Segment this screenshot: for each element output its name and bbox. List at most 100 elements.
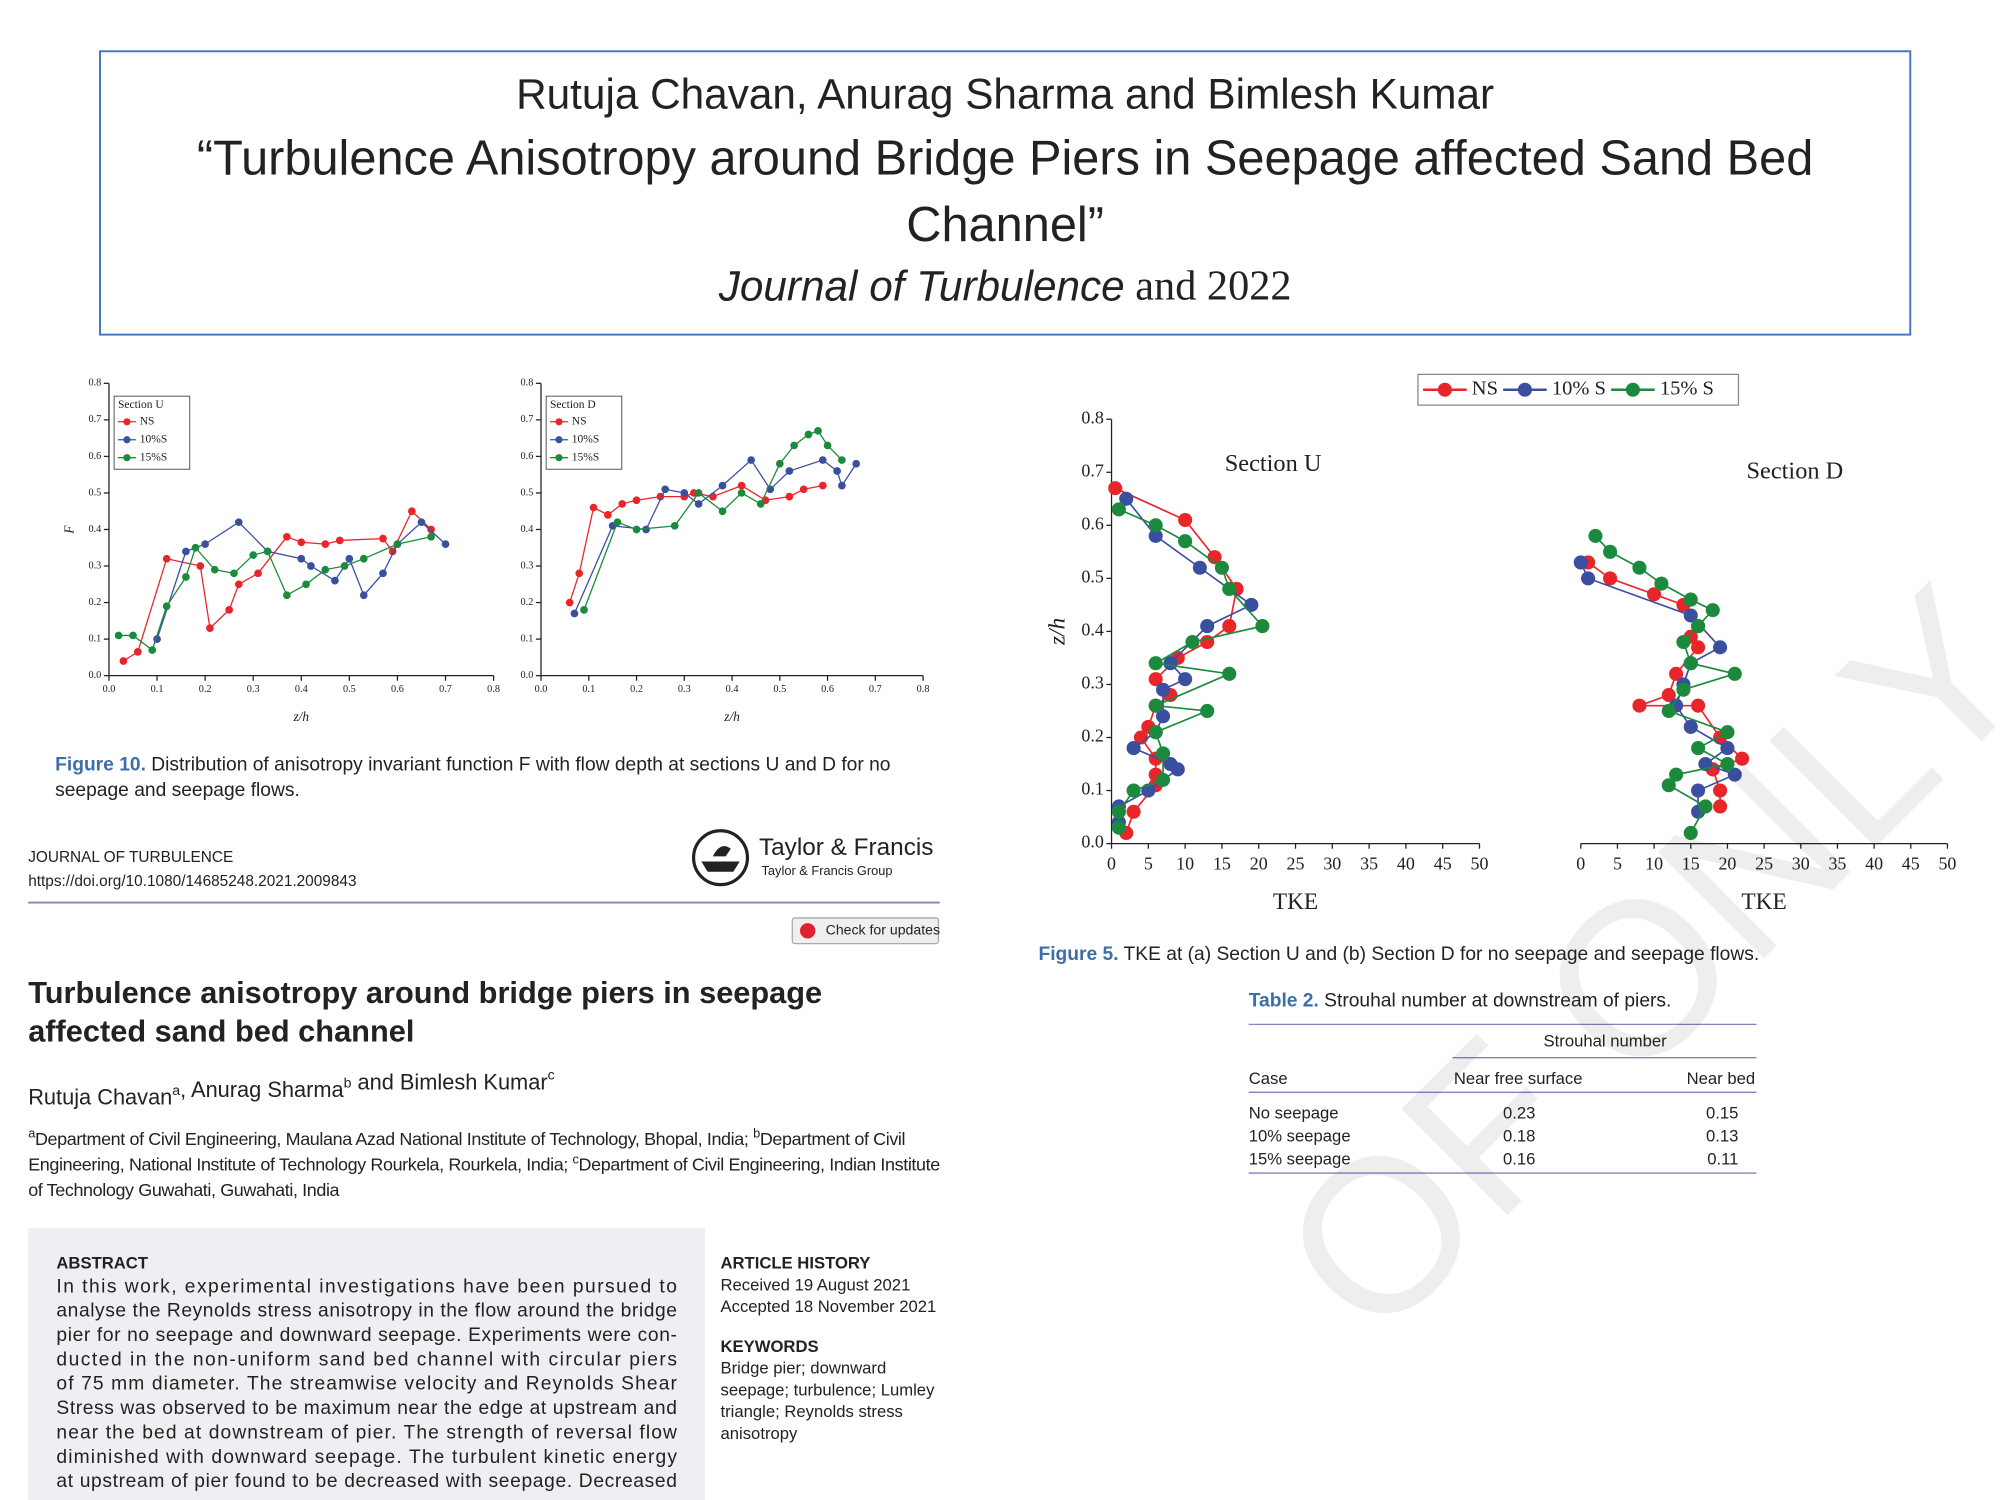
point	[1156, 682, 1171, 697]
table-cell: 10% seepage	[1249, 1127, 1351, 1146]
point	[1727, 666, 1742, 681]
y-tick-label: 0.6	[88, 451, 101, 462]
x-tick-label: 40	[1397, 853, 1415, 873]
point	[206, 624, 214, 632]
point	[1713, 783, 1728, 798]
point	[818, 456, 827, 464]
y-tick-label: 0.1	[88, 633, 101, 644]
point	[1111, 820, 1126, 835]
point	[1632, 560, 1647, 575]
x-tick-label: 35	[1360, 853, 1378, 873]
point	[1669, 767, 1684, 782]
x-tick-label: 50	[1471, 853, 1489, 873]
x-tick-label: 0.1	[582, 684, 595, 695]
point	[694, 489, 703, 497]
publisher-logo	[691, 829, 750, 887]
point	[196, 562, 205, 570]
x-tick-label: 0.7	[439, 684, 452, 695]
point	[1676, 682, 1691, 697]
legend-title: Section D	[550, 399, 596, 411]
journal-year: and 2022	[1125, 262, 1292, 309]
legend-label: 15%S	[572, 451, 600, 463]
point	[359, 554, 368, 563]
point	[1698, 799, 1713, 814]
point	[814, 426, 822, 435]
point	[1178, 512, 1193, 528]
point	[1720, 741, 1735, 756]
point	[1603, 571, 1618, 586]
point	[335, 536, 344, 545]
y-tick-label: 0.3	[88, 560, 101, 571]
y-tick-label: 0.2	[1081, 726, 1103, 746]
y-tick-label: 0.0	[88, 670, 101, 681]
check-updates-button[interactable]	[791, 917, 940, 945]
point	[345, 554, 354, 563]
y-tick-label: 0.3	[521, 560, 534, 571]
y-tick-label: 0.7	[521, 414, 534, 425]
keywords-line: triangle; Reynolds stress	[721, 1402, 903, 1421]
legend-marker	[123, 436, 131, 444]
legend-box	[1417, 373, 1740, 406]
x-tick-label: 45	[1902, 853, 1920, 873]
history-line: Accepted 18 November 2021	[721, 1297, 937, 1316]
doi: https://doi.org/10.1080/14685248.2021.20…	[28, 873, 356, 890]
table-caption: Table 2. Strouhal number at downstream o…	[1249, 990, 1672, 1011]
x-tick-label: 0.3	[678, 684, 691, 695]
point	[1581, 571, 1596, 586]
point	[618, 500, 627, 508]
y-tick-label: 0.5	[88, 487, 101, 498]
legend-label: 10%S	[572, 433, 600, 445]
point	[191, 543, 200, 552]
legend-label: NS	[140, 415, 155, 427]
point	[148, 646, 157, 654]
point	[1178, 672, 1193, 687]
x-tick-label: 0.4	[726, 684, 739, 695]
point	[1720, 725, 1735, 740]
point	[632, 525, 641, 534]
x-tick-label: 0.7	[869, 684, 882, 695]
point	[201, 540, 209, 548]
point	[321, 565, 330, 574]
point	[1148, 656, 1163, 671]
point	[1163, 656, 1178, 671]
x-tick-label: 0.0	[535, 684, 548, 695]
point	[1156, 709, 1171, 724]
keywords-heading: KEYWORDS	[721, 1337, 819, 1356]
point	[182, 547, 190, 556]
point	[838, 456, 846, 464]
y-tick-label: 0.1	[1081, 779, 1103, 799]
abstract-line: diminished with downward seepage. The tu…	[56, 1447, 677, 1468]
point	[1691, 741, 1706, 756]
legend-label: 10%S	[140, 433, 168, 445]
point	[661, 485, 670, 494]
figure-caption: Figure 5. TKE at (a) Section U and (b) S…	[1038, 944, 1759, 965]
table-header: Case	[1249, 1069, 1288, 1088]
point	[408, 507, 416, 516]
affiliations: aDepartment of Civil Engineering, Maulan…	[28, 1128, 940, 1200]
point	[1661, 688, 1676, 703]
point	[162, 602, 171, 611]
x-tick-label: 10	[1176, 853, 1194, 873]
y-tick-label: 0.7	[88, 414, 101, 425]
point	[249, 551, 258, 559]
y-tick-label: 0.8	[88, 378, 101, 389]
check-updates-label[interactable]: Check for updates	[826, 921, 940, 937]
x-tick-label: 50	[1938, 853, 1956, 873]
header-box	[99, 50, 1912, 336]
abstract-line: Stress was observed to be maximum near t…	[56, 1398, 677, 1419]
author-name: and Bimlesh Kumar	[351, 1069, 547, 1094]
x-tick-label: 0.8	[487, 684, 500, 695]
point	[575, 569, 584, 578]
legend-marker	[1517, 382, 1532, 397]
y-tick-label: 0.1	[521, 633, 534, 644]
abstract-line: at upstream of pier found to be decrease…	[56, 1471, 677, 1492]
x-tick-label: 0.4	[295, 684, 308, 695]
abstract-heading: ABSTRACT	[56, 1254, 148, 1273]
keywords-line: seepage; turbulence; Lumley	[721, 1380, 936, 1399]
legend-marker	[1625, 382, 1640, 397]
point	[307, 562, 315, 570]
point	[340, 562, 349, 570]
affiliation: Department of Civil Engineering, Nationa…	[28, 1128, 906, 1175]
table-cell: 0.18	[1503, 1127, 1535, 1146]
